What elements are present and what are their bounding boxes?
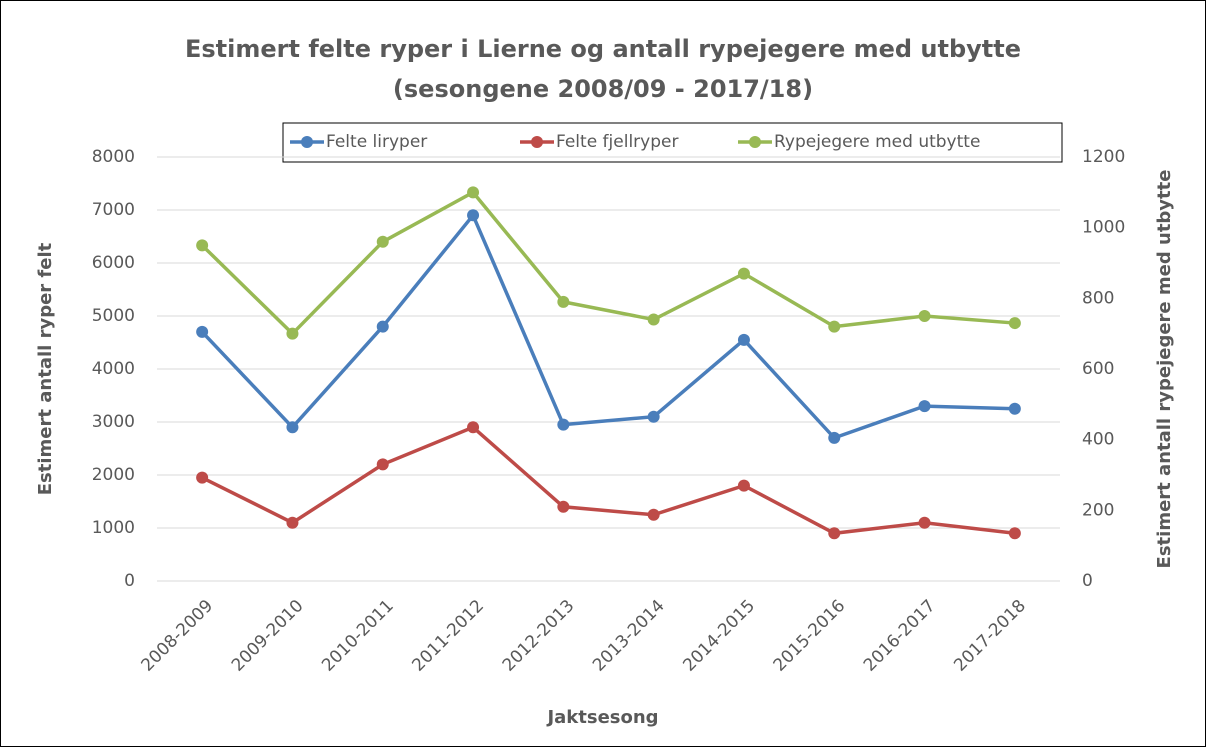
y2-tick-label: 0 — [1082, 571, 1093, 591]
data-point — [467, 209, 480, 222]
data-point — [557, 418, 570, 431]
data-point — [196, 471, 209, 484]
data-point — [918, 310, 931, 322]
data-point — [376, 458, 389, 471]
data-point — [1008, 317, 1021, 330]
chart-title: (sesongene 2008/09 - 2017/18) — [393, 75, 813, 103]
data-point — [286, 421, 299, 434]
data-point — [647, 410, 660, 423]
data-point — [1008, 402, 1021, 415]
y2-axis-title: Estimert antall rypejegere med utbytte — [1154, 170, 1175, 569]
data-point — [376, 320, 389, 333]
y2-tick-label: 600 — [1082, 359, 1114, 379]
data-point — [286, 327, 299, 340]
y-tick-label: 8000 — [92, 147, 135, 167]
y2-tick-label: 800 — [1082, 288, 1114, 308]
y2-tick-label: 200 — [1082, 500, 1114, 520]
legend-marker — [301, 136, 313, 148]
y-tick-label: 5000 — [92, 306, 135, 326]
y-tick-label: 0 — [124, 571, 135, 591]
legend-label: Felte liryper — [326, 132, 427, 152]
data-point — [828, 431, 841, 444]
data-point — [376, 235, 389, 248]
data-point — [557, 295, 570, 308]
y2-tick-label: 1200 — [1082, 147, 1125, 167]
data-point — [286, 516, 299, 529]
y-tick-label: 3000 — [92, 412, 135, 432]
y-tick-label: 2000 — [92, 465, 135, 485]
data-point — [737, 479, 750, 492]
chart-title: Estimert felte ryper i Lierne og antall … — [185, 35, 1021, 63]
legend-box — [282, 122, 1063, 163]
data-point — [737, 333, 750, 346]
legend-marker — [531, 136, 543, 148]
data-point — [737, 267, 750, 280]
data-point — [647, 508, 660, 521]
y-tick-label: 7000 — [92, 200, 135, 220]
data-point — [647, 313, 660, 326]
data-point — [467, 421, 480, 434]
data-point — [918, 516, 931, 529]
legend-label: Rypejegere med utbytte — [774, 132, 980, 152]
y2-tick-label: 400 — [1082, 430, 1114, 450]
data-point — [196, 325, 209, 338]
y-axis-title: Estimert antall ryper felt — [35, 242, 56, 495]
data-point — [918, 400, 931, 413]
y-tick-label: 4000 — [92, 359, 135, 379]
series-line — [201, 425, 1016, 536]
data-point — [557, 500, 570, 513]
data-point — [196, 239, 209, 252]
x-axis-title: Jaktsesong — [545, 707, 658, 728]
data-point — [467, 186, 480, 199]
y-tick-label: 6000 — [92, 253, 135, 273]
y2-tick-label: 1000 — [1082, 218, 1125, 238]
legend-marker — [749, 136, 761, 148]
data-point — [828, 320, 841, 333]
series-line — [200, 190, 1015, 337]
data-point — [828, 527, 841, 540]
series-line — [200, 211, 1015, 440]
data-point — [1008, 527, 1021, 540]
y-tick-label: 1000 — [92, 518, 135, 538]
legend-label: Felte fjellryper — [556, 132, 678, 152]
